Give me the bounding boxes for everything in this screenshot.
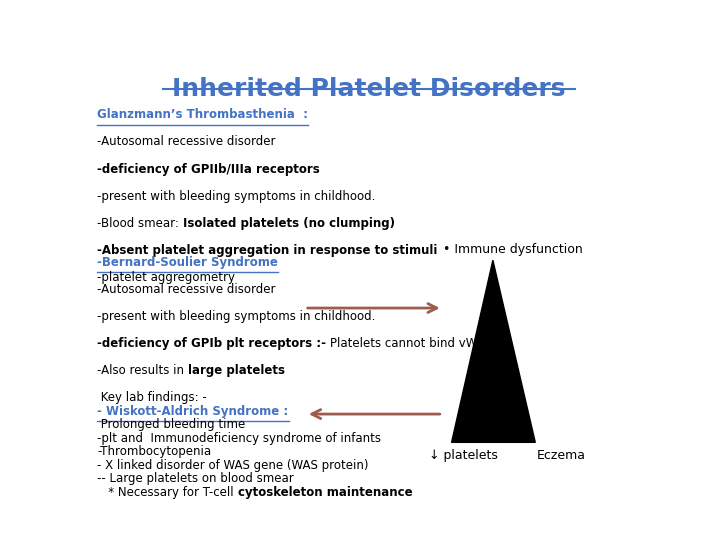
- Text: Isolated platelets (no clumping): Isolated platelets (no clumping): [183, 217, 395, 230]
- Text: -Also results in: -Also results in: [97, 364, 188, 377]
- Text: -Autosomal recessive disorder: -Autosomal recessive disorder: [97, 136, 276, 148]
- Text: -Absent platelet aggregation in response to stimuli: -Absent platelet aggregation in response…: [97, 244, 438, 256]
- Text: -deficiency of GPIIb/IIIa receptors: -deficiency of GPIIb/IIIa receptors: [97, 163, 320, 176]
- Text: -Bernard-Soulier Syndrome: -Bernard-Soulier Syndrome: [97, 256, 278, 269]
- Text: • Immune dysfunction: • Immune dysfunction: [443, 243, 582, 256]
- Text: -Blood smear:: -Blood smear:: [97, 217, 183, 230]
- Text: -Autosomal recessive disorder: -Autosomal recessive disorder: [97, 283, 276, 296]
- Text: Platelets cannot bind vWF: Platelets cannot bind vWF: [330, 337, 485, 350]
- Text: -present with bleeding symptoms in childhood.: -present with bleeding symptoms in child…: [97, 190, 376, 202]
- Text: - X linked disorder of WAS gene (WAS protein): - X linked disorder of WAS gene (WAS pro…: [97, 459, 369, 472]
- Text: -plt and  Immunodeficiency syndrome of infants: -plt and Immunodeficiency syndrome of in…: [97, 432, 382, 445]
- Text: cytoskeleton maintenance: cytoskeleton maintenance: [238, 486, 413, 499]
- Text: -platelet aggregometry: -platelet aggregometry: [97, 271, 235, 284]
- Text: Prolonged bleeding time: Prolonged bleeding time: [97, 418, 246, 431]
- Text: ↓ platelets: ↓ platelets: [429, 449, 498, 462]
- Text: - Wiskott-Aldrich Syndrome :: - Wiskott-Aldrich Syndrome :: [97, 405, 289, 418]
- Text: Key lab findings: -: Key lab findings: -: [97, 391, 207, 404]
- Polygon shape: [451, 260, 535, 442]
- Text: -present with bleeding symptoms in childhood.: -present with bleeding symptoms in child…: [97, 310, 376, 323]
- Text: Glanzmann’s Thrombasthenia  :: Glanzmann’s Thrombasthenia :: [97, 109, 308, 122]
- Text: -Thrombocytopenia: -Thrombocytopenia: [97, 446, 212, 458]
- Text: Eczema: Eczema: [536, 449, 585, 462]
- Text: -deficiency of GPIb plt receptors :-: -deficiency of GPIb plt receptors :-: [97, 337, 330, 350]
- Text: large platelets: large platelets: [188, 364, 285, 377]
- Text: Inherited Platelet Disorders: Inherited Platelet Disorders: [172, 77, 566, 102]
- Text: -- Large platelets on blood smear: -- Large platelets on blood smear: [97, 472, 294, 485]
- Text: * Necessary for T-cell: * Necessary for T-cell: [97, 486, 238, 499]
